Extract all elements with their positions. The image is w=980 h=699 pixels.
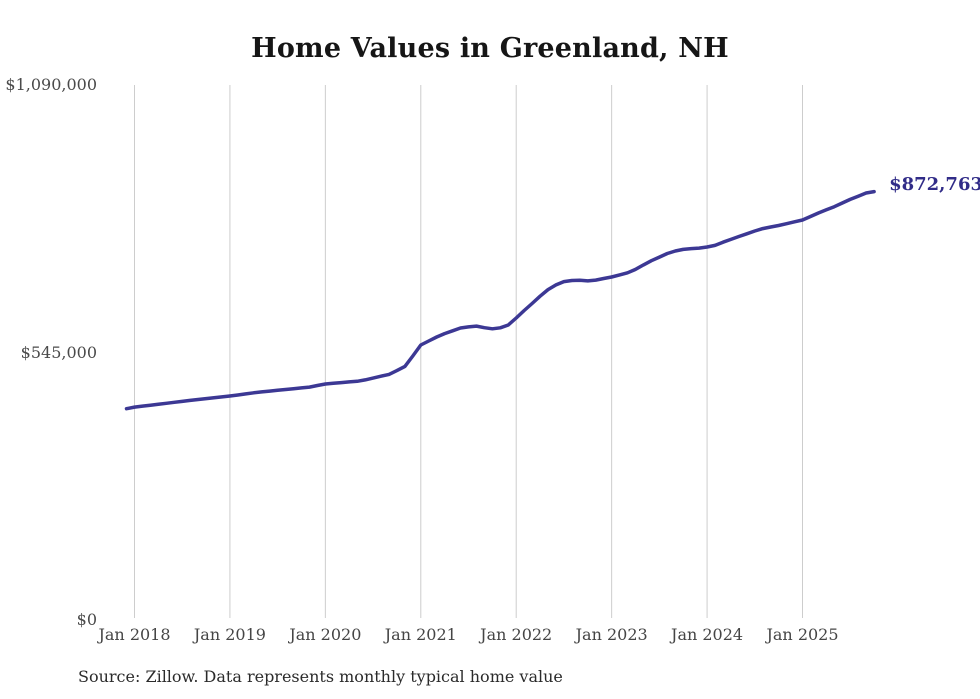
x-axis-tick-label: Jan 2021 — [384, 625, 457, 644]
last-value-label: $872,763 — [889, 173, 980, 195]
x-axis-tick-label: Jan 2019 — [193, 625, 266, 644]
page-title: Home Values in Greenland, NH — [251, 33, 729, 64]
y-axis-tick-label: $545,000 — [20, 342, 97, 362]
y-axis-tick-label: $0 — [76, 610, 97, 629]
x-axis-tick-label: Jan 2024 — [671, 625, 744, 644]
x-axis-tick-label: Jan 2023 — [575, 625, 648, 644]
x-axis-tick-label: Jan 2018 — [98, 625, 171, 644]
x-axis-tick-label: Jan 2022 — [480, 625, 553, 644]
home-value-line — [124, 189, 876, 411]
y-axis-tick-label: $1,090,000 — [5, 75, 97, 94]
x-axis-tick-label: Jan 2020 — [289, 625, 362, 644]
source-note: Source: Zillow. Data represents monthly … — [78, 667, 563, 686]
x-axis-tick-label: Jan 2025 — [766, 625, 839, 644]
